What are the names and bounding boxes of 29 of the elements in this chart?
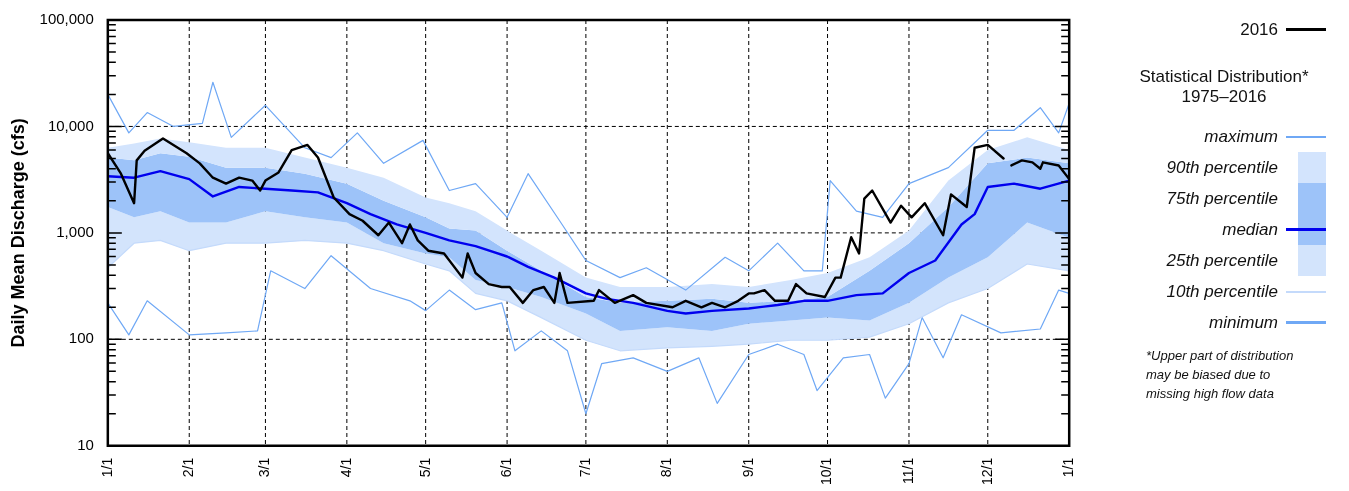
x-tick-label: 6/1 — [497, 457, 514, 478]
legend-label: 10th percentile — [1166, 281, 1278, 302]
legend-label: 2016 — [1240, 19, 1278, 40]
legend-label: median — [1222, 219, 1278, 240]
x-tick-label: 10/1 — [818, 457, 835, 485]
legend-label: 75th percentile — [1166, 188, 1278, 209]
x-tick-label: 2/1 — [180, 457, 197, 478]
y-tick-label: 1,000 — [56, 223, 94, 241]
legend-label: 25th percentile — [1166, 250, 1278, 271]
legend-label: minimum — [1209, 312, 1278, 333]
x-tick-label: 9/1 — [739, 457, 756, 478]
y-tick-label: 10 — [77, 435, 94, 453]
x-tick-label: 1/1 — [98, 457, 115, 478]
x-tick-label: 3/1 — [256, 457, 273, 478]
y-tick-label: 100,000 — [39, 10, 94, 28]
x-tick-label: 1/1 — [1060, 457, 1077, 478]
x-tick-label: 8/1 — [658, 457, 675, 478]
legend-label: 90th percentile — [1166, 157, 1278, 178]
x-tick-label: 7/1 — [576, 457, 593, 478]
x-tick-label: 11/1 — [899, 457, 916, 484]
text: *Upper part of distribution may be biased due to missing high flow data — [1146, 347, 1294, 403]
y-tick-label: 10,000 — [47, 116, 94, 134]
y-tick-label: 100 — [68, 329, 94, 347]
x-tick-label: 5/1 — [416, 457, 433, 478]
legend-label: maximum — [1204, 126, 1278, 147]
x-tick-label: 12/1 — [978, 457, 995, 485]
y-axis-title: Daily Mean Discharge (cfs) — [7, 118, 28, 348]
legend-title: Statistical Distribution* 1975–2016 — [1138, 67, 1310, 107]
x-tick-label: 4/1 — [337, 457, 354, 478]
